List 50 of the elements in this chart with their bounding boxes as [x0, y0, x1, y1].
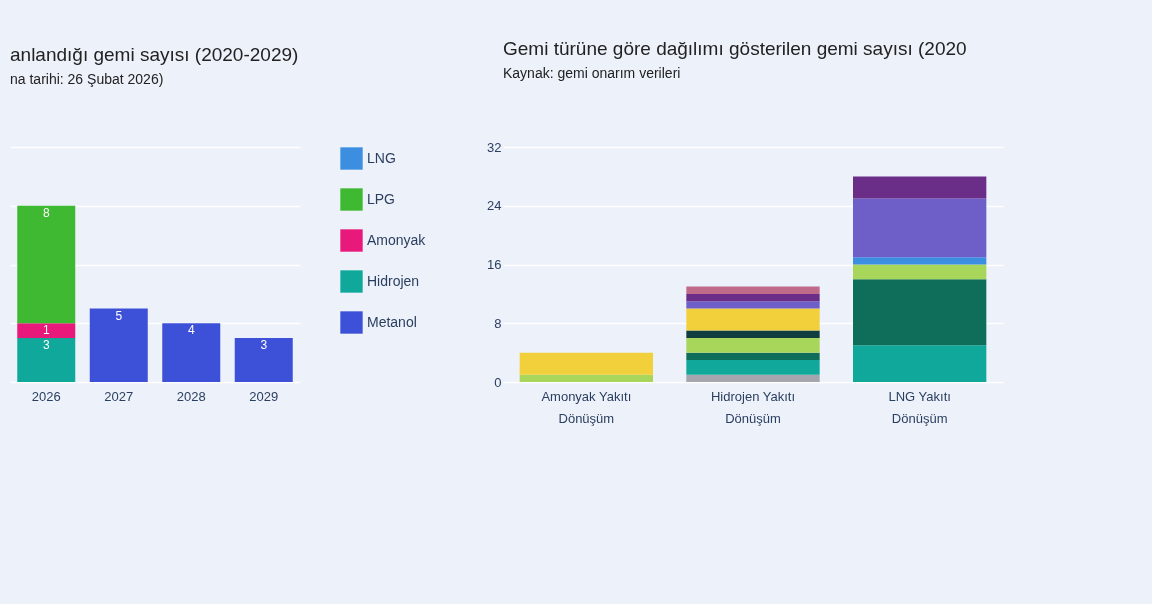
bar [234, 337, 293, 382]
data-label: 3 [42, 337, 50, 352]
x-tick-label: LNG Yakıtı Dönüşüm [888, 388, 951, 426]
x-tick-label: 2027 [104, 388, 134, 404]
bar [853, 279, 987, 346]
bar [162, 323, 221, 382]
bar [686, 301, 820, 309]
bar [853, 198, 987, 258]
bar [519, 374, 653, 382]
bar [519, 352, 653, 375]
legend-label: LNG [367, 149, 396, 166]
bar [17, 323, 76, 338]
y-tick-label: 24 [487, 198, 502, 214]
bar [17, 205, 76, 324]
bar [686, 352, 820, 360]
y-tick-label: 8 [494, 315, 502, 331]
bar [686, 293, 820, 302]
data-label: 1 [42, 323, 50, 338]
bar [686, 286, 820, 294]
bar [853, 257, 987, 265]
chart-title: Gemi türüne göre dağılımı gösterilen gemi sayısı (2020 [503, 38, 967, 59]
bar [686, 337, 820, 353]
chart-subtitle: Kaynak: gemi onarım verileri [503, 65, 681, 81]
chart-subtitle: na tarihi: 26 Şubat 2026) [10, 71, 164, 87]
bar [17, 337, 76, 382]
bar [853, 345, 987, 382]
data-label: 8 [42, 205, 50, 220]
x-tick-label: 2029 [249, 388, 279, 404]
x-tick-label: 2026 [31, 388, 61, 404]
y-tick-label: 0 [494, 374, 502, 390]
x-tick-label: Hidrojen Yakıtı Dönüşüm [710, 388, 796, 426]
chart-title: anlandığı gemi sayısı (2020-2029) [10, 44, 299, 65]
y-tick-label: 16 [487, 257, 502, 272]
legend-label: Amonyak [367, 231, 427, 248]
bar [686, 330, 820, 338]
bar [686, 374, 820, 382]
x-tick-label: Amonyak Yakıtı Dönüşüm [541, 388, 632, 426]
bar [686, 308, 820, 331]
data-label: 4 [187, 323, 195, 338]
bar [686, 359, 820, 375]
bar [853, 264, 987, 280]
legend-label: LPG [367, 190, 396, 207]
bar [89, 308, 148, 382]
data-label: 3 [260, 337, 268, 352]
bar [853, 176, 987, 199]
x-tick-label: 2028 [176, 388, 206, 404]
legend-label: Hidrojen [367, 272, 420, 289]
legend-label: Metanol [367, 313, 417, 330]
y-tick-label: 32 [487, 139, 502, 155]
data-label: 5 [115, 308, 123, 323]
